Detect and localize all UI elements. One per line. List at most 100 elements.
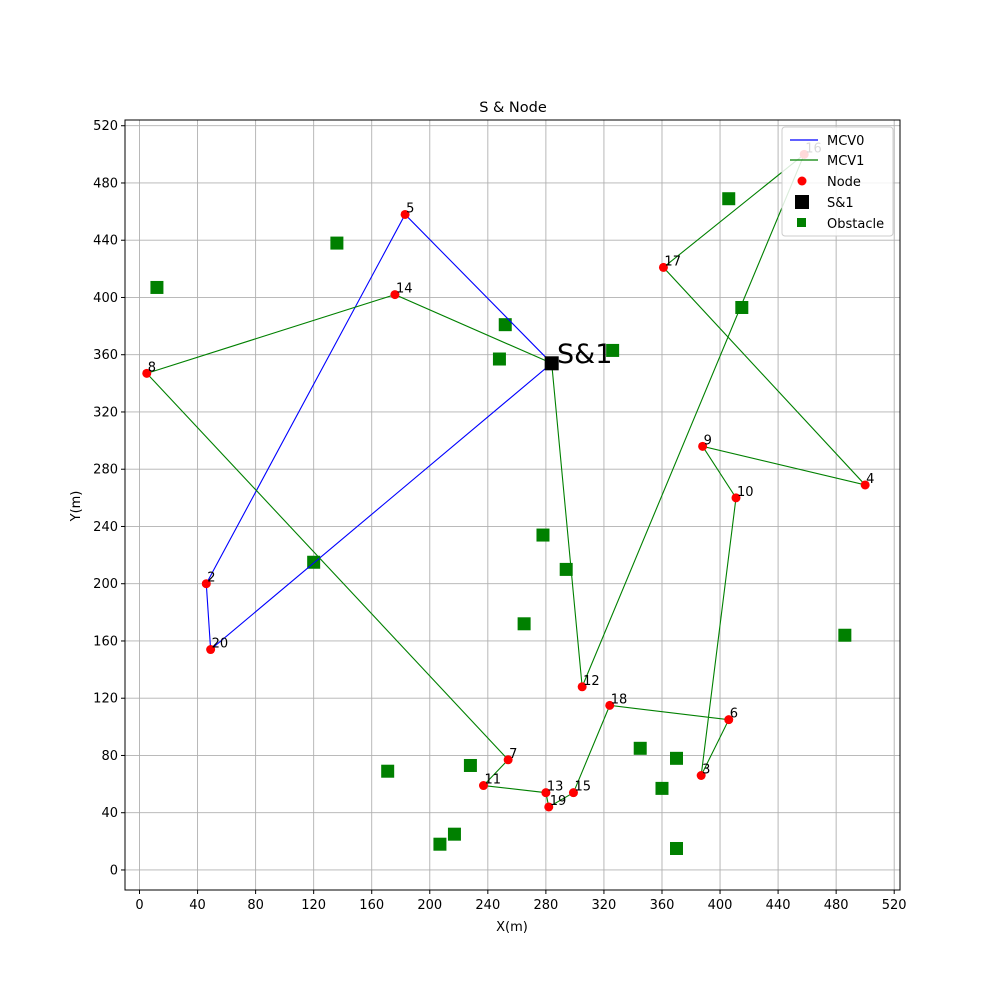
legend-mcv1-label: MCV1 (827, 154, 864, 169)
obstacle-marker (536, 528, 550, 542)
node-marker (390, 290, 400, 300)
node-label: 6 (730, 707, 738, 722)
plot-frame (124, 119, 901, 891)
node-marker (142, 368, 152, 378)
x-tick-label: 400 (708, 898, 733, 913)
obstacle-marker (669, 841, 683, 855)
obstacle-marker (433, 837, 447, 851)
node-label: 3 (702, 763, 710, 778)
obstacle-marker (559, 562, 573, 576)
route-mcv1 (145, 153, 867, 808)
x-tick-label: 520 (882, 898, 907, 913)
obstacle-marker (330, 236, 344, 250)
node-label: 9 (704, 433, 712, 448)
obstacle-marker (669, 751, 683, 765)
legend-station-marker (795, 195, 809, 209)
y-tick-label: 440 (93, 234, 118, 249)
x-tick-label: 480 (824, 898, 849, 913)
obstacle-marker (838, 628, 852, 642)
x-tick-label: 240 (475, 898, 500, 913)
node-marker (503, 755, 513, 765)
node-label: 10 (737, 485, 754, 500)
obstacles (150, 192, 852, 855)
x-tick-label: 280 (533, 898, 558, 913)
y-tick-label: 200 (93, 577, 118, 592)
node-marker (206, 645, 216, 655)
y-tick-label: 280 (93, 463, 118, 478)
x-tick-label: 440 (766, 898, 791, 913)
node-label: 2 (207, 571, 215, 586)
x-tick-label: 320 (592, 898, 617, 913)
legend-obstacle-label: Obstacle (827, 217, 884, 232)
chart-title: S & Node (479, 100, 547, 116)
obstacle-marker (492, 352, 506, 366)
obstacle-marker (447, 827, 461, 841)
x-axis-label: X(m) (496, 920, 528, 935)
obstacle-marker (722, 192, 736, 206)
y-tick-label: 480 (93, 176, 118, 191)
node-label: 12 (583, 674, 600, 689)
node-marker (201, 579, 211, 589)
x-tick-label: 200 (417, 898, 442, 913)
node-label: 13 (547, 780, 564, 795)
legend: MCV0 MCV1 Node S&1 Obstacle (781, 126, 894, 237)
node-label: 8 (148, 360, 156, 375)
node-marker (658, 262, 668, 272)
node-marker (541, 788, 551, 798)
station: S&1 (544, 339, 612, 371)
node-label: 14 (396, 282, 413, 297)
node-label: 15 (574, 780, 591, 795)
x-tick-label: 120 (301, 898, 326, 913)
node-label: 18 (611, 692, 628, 707)
node-marker (724, 715, 734, 725)
x-tick-label: 40 (189, 898, 206, 913)
y-tick-label: 80 (101, 749, 118, 764)
y-tick-label: 320 (93, 405, 118, 420)
y-tick-label: 160 (93, 634, 118, 649)
node-label: 5 (406, 201, 414, 216)
node-marker (698, 441, 708, 451)
y-tick-label: 120 (93, 692, 118, 707)
y-tick-label: 0 (110, 863, 118, 878)
node-marker (696, 771, 706, 781)
node-marker (577, 682, 587, 692)
obstacle-marker (517, 617, 531, 631)
node-marker (544, 802, 554, 812)
obstacle-marker (463, 758, 477, 772)
y-tick-label: 400 (93, 291, 118, 306)
node-label: 20 (212, 637, 229, 652)
station-marker (544, 356, 559, 371)
legend-node-label: Node (827, 175, 861, 190)
node-marker (605, 700, 615, 710)
legend-obstacle-marker (797, 218, 806, 227)
node-marker (731, 493, 741, 503)
y-tick-label: 240 (93, 520, 118, 535)
legend-station-label: S&1 (827, 196, 854, 211)
y-tick-label: 40 (101, 806, 118, 821)
node-label: 19 (550, 794, 567, 809)
x-tick-label: 80 (247, 898, 264, 913)
y-tick-label: 360 (93, 348, 118, 363)
axes: 0 40 80 120 160 200 240 280 320 360 400 440 480 52004… (93, 119, 906, 913)
obstacle-marker (633, 741, 647, 755)
obstacle-marker (498, 318, 512, 332)
node-marker (860, 480, 870, 490)
grid (125, 120, 900, 890)
x-tick-label: 360 (650, 898, 675, 913)
node-label: 17 (664, 254, 681, 269)
node-label: 7 (509, 747, 517, 762)
node-marker (568, 788, 578, 798)
obstacle-marker (381, 764, 395, 778)
obstacle-marker (655, 781, 669, 795)
y-tick-label: 520 (93, 119, 118, 134)
obstacle-marker (606, 343, 620, 357)
node-label: 4 (866, 472, 874, 487)
x-tick-label: 160 (359, 898, 384, 913)
legend-mcv0-label: MCV0 (827, 134, 864, 149)
x-tick-label: 0 (135, 898, 143, 913)
node-marker (400, 209, 410, 219)
obstacle-marker (150, 280, 164, 294)
legend-node-marker (797, 176, 807, 186)
legend-box (781, 126, 894, 237)
